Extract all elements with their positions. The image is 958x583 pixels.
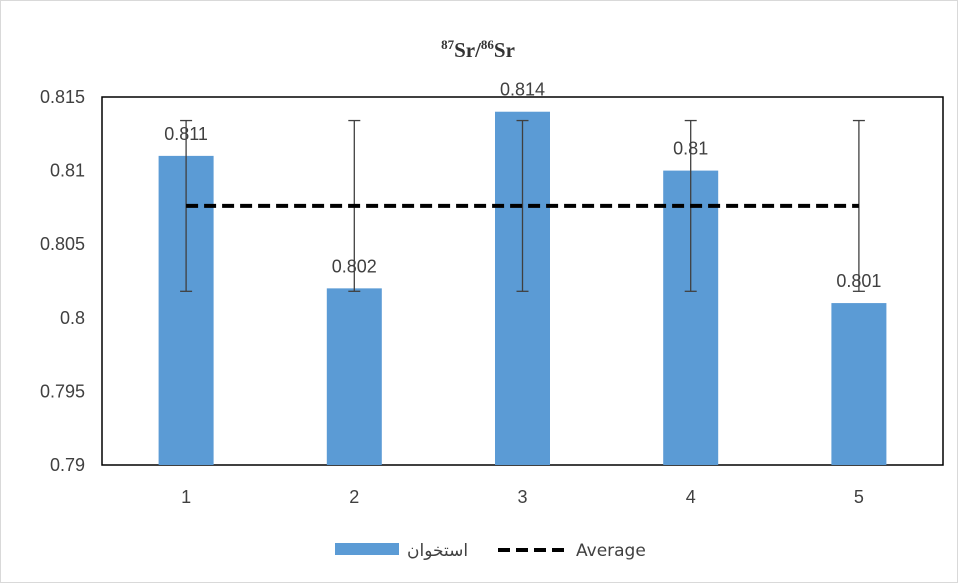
title-sup-2: 86 — [481, 37, 495, 52]
data-label-5: 0.801 — [836, 271, 881, 291]
x-tick-label: 1 — [181, 487, 191, 507]
data-label-1: 0.811 — [164, 124, 208, 144]
x-tick-label: 5 — [854, 487, 864, 507]
y-tick-label: 0.815 — [40, 87, 85, 107]
y-axis: 0.79 0.795 0.8 0.805 0.81 0.815 — [40, 87, 85, 475]
x-tick-label: 2 — [349, 487, 359, 507]
data-labels-layer: 0.811 0.802 0.814 0.81 0.801 — [164, 80, 881, 291]
title-part-2: Sr — [494, 38, 515, 62]
data-label-4: 0.81 — [673, 139, 708, 159]
legend: استخوان Average — [335, 541, 646, 561]
legend-label-line: Average — [576, 541, 646, 561]
x-axis: 1 2 3 4 5 — [181, 487, 864, 507]
y-tick-label: 0.805 — [40, 234, 85, 254]
bar-5 — [831, 303, 887, 465]
data-label-3: 0.814 — [500, 80, 545, 100]
y-tick-label: 0.81 — [50, 161, 85, 181]
legend-label-bar: استخوان — [407, 541, 468, 561]
title-part-1: Sr/ — [454, 38, 482, 62]
bar-2 — [326, 288, 382, 465]
y-tick-label: 0.79 — [50, 455, 85, 475]
x-tick-label: 4 — [686, 487, 696, 507]
title-sup-1: 87 — [441, 37, 455, 52]
x-tick-label: 3 — [517, 487, 527, 507]
y-tick-label: 0.8 — [60, 308, 85, 328]
chart-title: 87Sr/86Sr — [441, 37, 515, 62]
data-label-2: 0.802 — [332, 256, 377, 276]
y-tick-label: 0.795 — [40, 381, 85, 401]
legend-swatch-bar — [335, 543, 399, 555]
